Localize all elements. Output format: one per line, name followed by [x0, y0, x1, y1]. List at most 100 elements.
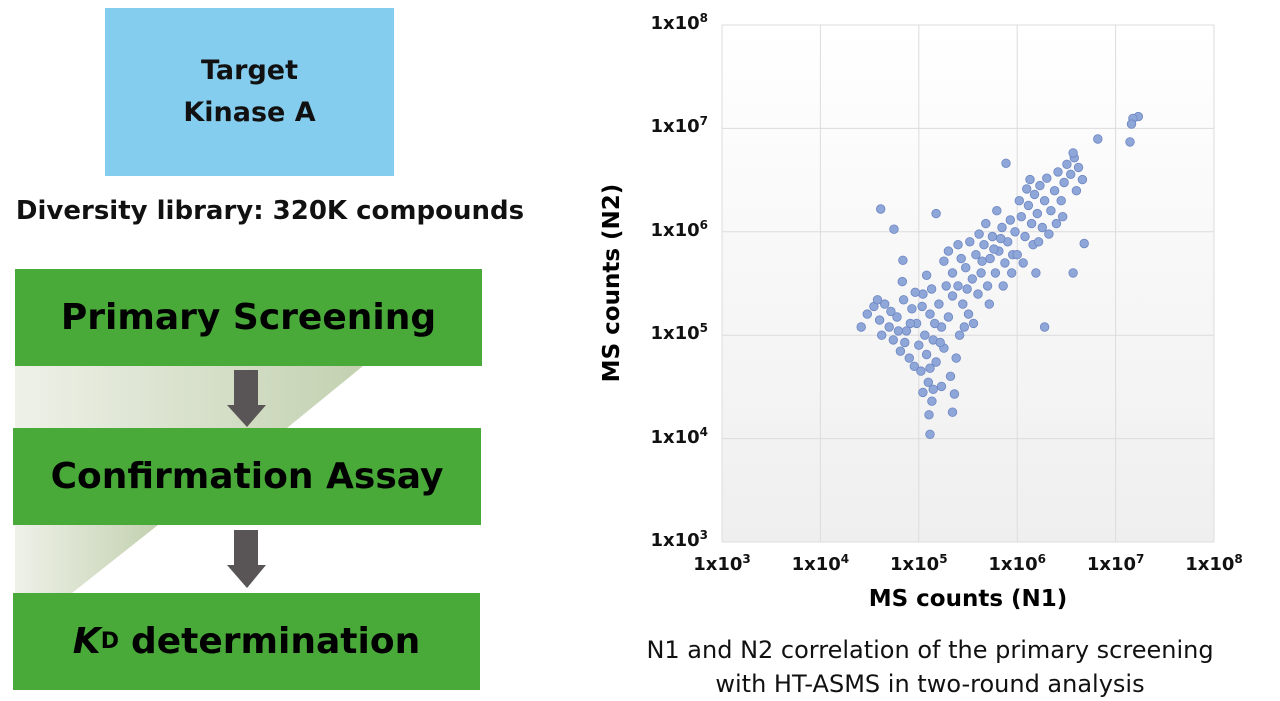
tick-exponent: 7 — [699, 114, 708, 129]
data-point — [917, 301, 927, 312]
tick-exponent: 3 — [742, 552, 751, 566]
target-box: Target Kinase A — [105, 8, 394, 176]
data-point — [1020, 231, 1030, 242]
data-point — [973, 289, 983, 299]
data-point — [892, 312, 902, 322]
tick-exponent: 7 — [1136, 552, 1145, 566]
data-point — [1016, 211, 1027, 222]
data-point — [1039, 322, 1050, 332]
data-point — [992, 205, 1002, 216]
data-point — [1062, 159, 1072, 170]
data-point — [1065, 169, 1076, 180]
tick-base: 1x10 — [988, 554, 1038, 575]
tick-base: 1x10 — [650, 219, 700, 241]
data-point — [945, 371, 956, 382]
chart-caption: N1 and N2 correlation of the primary scr… — [600, 633, 1260, 701]
data-point — [1056, 195, 1066, 206]
data-point — [888, 335, 899, 345]
data-point — [996, 233, 1006, 244]
data-point — [1026, 218, 1037, 229]
y-tick-label: 1x103 — [618, 528, 708, 551]
tick-base: 1x10 — [791, 554, 841, 575]
data-point — [897, 276, 908, 287]
data-point — [898, 255, 908, 265]
funnel-segment-2 — [15, 525, 158, 593]
data-point — [1042, 173, 1052, 183]
data-point — [1046, 205, 1056, 216]
data-point — [981, 218, 991, 229]
caption-line1: N1 and N2 correlation of the primary scr… — [646, 636, 1214, 664]
data-point — [905, 318, 916, 329]
data-point — [943, 312, 954, 322]
data-point — [1071, 185, 1082, 196]
data-point — [931, 208, 941, 219]
x-tick-label: 1x104 — [780, 552, 860, 575]
data-point — [900, 337, 910, 348]
data-point — [1126, 119, 1137, 129]
data-point — [927, 396, 937, 406]
data-point — [971, 249, 981, 260]
data-point — [856, 322, 866, 332]
data-point — [954, 330, 965, 340]
data-point — [1001, 158, 1011, 169]
data-point — [877, 330, 887, 340]
data-point — [884, 322, 894, 332]
data-point — [979, 239, 989, 250]
data-point — [1021, 184, 1032, 194]
data-point — [958, 299, 968, 309]
tick-base: 1x10 — [890, 554, 940, 575]
data-point — [921, 270, 932, 281]
data-point — [987, 231, 998, 242]
arrow-down-icon — [227, 530, 266, 588]
data-point — [977, 256, 987, 266]
data-point — [1079, 238, 1089, 249]
tick-base: 1x10 — [650, 323, 700, 345]
data-point — [1023, 200, 1034, 211]
data-point — [965, 237, 975, 247]
tick-exponent: 5 — [939, 552, 948, 566]
tick-base: 1x10 — [650, 116, 700, 138]
step-label: determination — [130, 621, 421, 662]
data-point — [880, 299, 890, 309]
funnel-shading — [15, 366, 363, 593]
x-tick-label: 1x107 — [1076, 552, 1156, 575]
data-point — [862, 309, 873, 319]
data-point — [893, 326, 904, 336]
caption-line2: with HT-ASMS in two-round analysis — [715, 670, 1145, 698]
y-tick-label: 1x104 — [618, 425, 708, 448]
step-primary-screening: Primary Screening — [15, 269, 482, 366]
data-point — [1044, 229, 1054, 239]
data-point — [974, 229, 984, 239]
data-point — [1053, 167, 1063, 177]
data-point — [1073, 162, 1084, 173]
x-tick-label: 1x103 — [682, 552, 762, 575]
data-point — [874, 315, 885, 325]
data-point — [895, 346, 906, 356]
data-point — [1057, 211, 1068, 222]
data-point — [990, 268, 1001, 278]
data-point — [961, 263, 971, 273]
data-point — [1029, 189, 1040, 200]
data-point — [1010, 227, 1020, 237]
data-point — [953, 281, 963, 291]
data-point — [1068, 268, 1078, 278]
data-point — [918, 387, 928, 398]
data-point — [956, 253, 966, 264]
data-point — [1032, 208, 1043, 219]
tick-exponent: 8 — [699, 11, 708, 25]
x-tick-label: 1x106 — [977, 552, 1057, 575]
data-point — [968, 318, 979, 329]
data-point — [930, 318, 940, 329]
data-point — [925, 429, 935, 440]
data-point — [889, 224, 899, 234]
data-point — [931, 357, 941, 367]
funnel-segment-1 — [15, 366, 363, 428]
data-point — [1014, 195, 1025, 206]
data-point — [947, 291, 958, 301]
x-axis-label: MS counts (N1) — [868, 586, 1068, 612]
data-point — [943, 246, 954, 256]
y-tick-label: 1x105 — [618, 321, 708, 344]
data-point — [1049, 185, 1060, 196]
